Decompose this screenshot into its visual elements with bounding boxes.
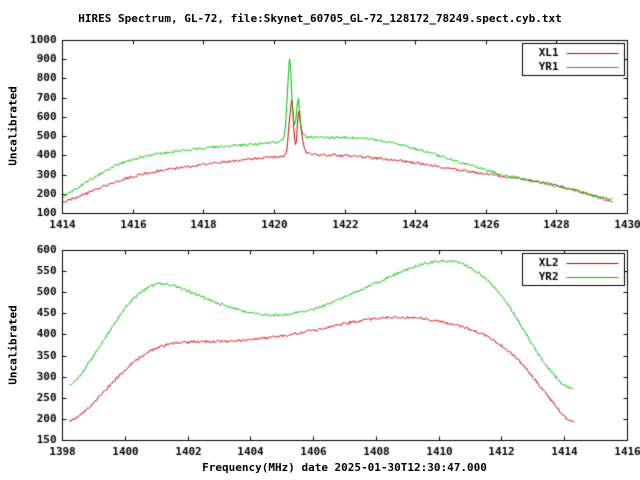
upper-y-axis-label: Uncalibrated bbox=[6, 86, 20, 166]
chart-title: HIRES Spectrum, GL-72, file:Skynet_60705… bbox=[78, 12, 562, 25]
lower-y-axis-label: Uncalibrated bbox=[6, 305, 20, 385]
x-axis-label: Frequency(MHz) date 2025-01-30T12:30:47.… bbox=[202, 461, 487, 474]
